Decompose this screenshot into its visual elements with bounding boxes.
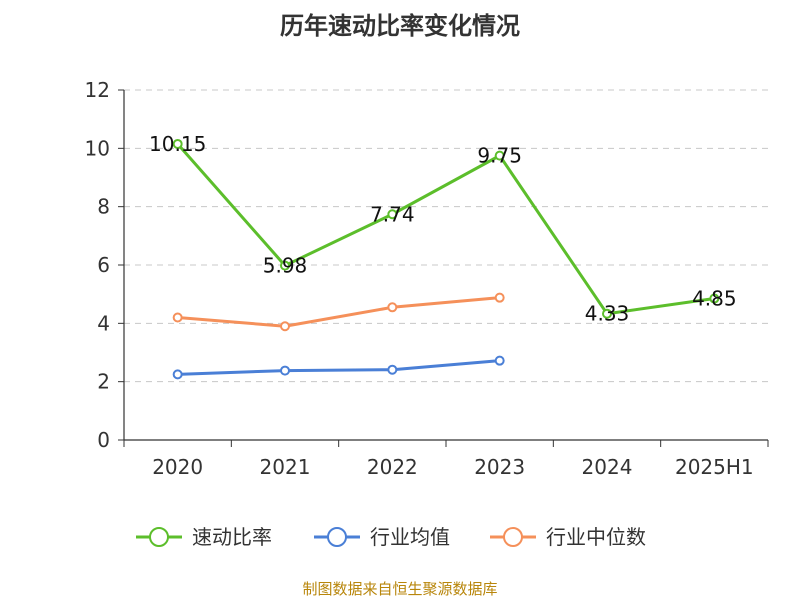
x-tick-label: 2025H1 [675,455,754,479]
legend-label: 行业均值 [370,525,450,549]
data-point [494,150,505,161]
data-label: 7.74 [370,202,415,226]
data-point [387,302,398,313]
data-point [280,260,290,271]
data-point [172,369,183,380]
y-tick-label: 2 [97,370,110,394]
x-tick-label: 2023 [474,455,525,479]
series-line-1 [177,359,500,376]
data-point [172,138,183,149]
data-point [709,293,720,304]
data-point [494,355,505,366]
legend-label: 速动比率 [192,525,272,549]
y-tick-label: 8 [97,195,110,219]
y-tick-label: 12 [85,78,110,102]
y-tick-label: 0 [97,428,110,452]
data-point [280,321,290,332]
y-axis-ticks: 0 2 4 6 8 10 12 [85,78,124,452]
x-tick-label: 2022 [367,455,418,479]
data-point [280,365,290,376]
data-label: 4.33 [585,302,630,326]
data-label: 5.98 [263,254,308,278]
grid-lines [124,89,768,383]
data-label: 9.75 [477,144,522,168]
legend-marker [149,527,169,547]
y-tick-label: 6 [97,253,110,277]
legend-label: 行业中位数 [546,525,646,549]
chart-title: 历年速动比率变化情况 [280,12,520,40]
x-tick-label: 2024 [582,455,633,479]
data-point [387,364,398,375]
series-line-0 [176,142,715,316]
x-tick-label: 2021 [260,455,311,479]
legend-marker [503,527,523,547]
x-tick-label: 2020 [152,455,203,479]
data-point [387,209,398,220]
data-labels: 10.15 5.98 7.74 9.75 4.33 4.85 [149,132,737,326]
series-line-2 [177,296,500,328]
data-point [172,312,183,323]
data-label: 4.85 [692,287,737,311]
x-axis-ticks: 2020 2021 2022 2023 2024 2025H1 [123,440,769,479]
y-tick-label: 4 [97,311,110,335]
data-point [494,292,505,303]
data-point [602,308,612,319]
legend-marker [327,527,347,547]
series-group [172,138,720,380]
data-label: 10.15 [149,132,206,156]
source-note: 制图数据来自恒生聚源数据库 [302,580,498,598]
legend: 速动比率 行业均值 行业中位数 [136,525,646,549]
y-tick-label: 10 [85,136,110,160]
